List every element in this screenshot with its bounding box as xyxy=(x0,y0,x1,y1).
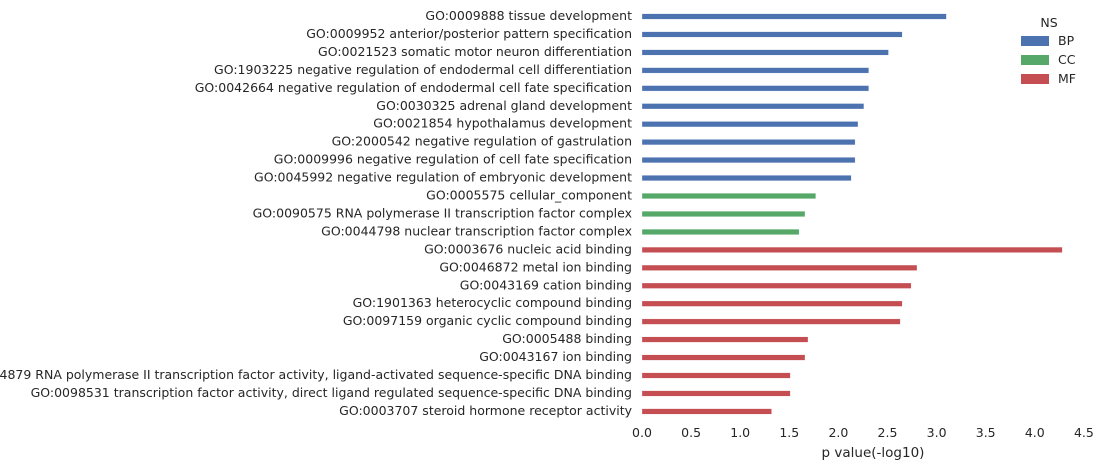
category-label: GO:0009996 negative regulation of cell f… xyxy=(274,152,632,167)
x-tick-label: 1.5 xyxy=(779,425,799,440)
legend-swatch-cc xyxy=(1021,55,1049,65)
category-label: GO:0003676 nucleic acid binding xyxy=(424,241,632,256)
bar-bp xyxy=(641,121,859,128)
category-label: GO:0030325 adrenal gland development xyxy=(376,98,632,113)
bar-bp xyxy=(641,103,865,110)
category-label: GO:1901363 heterocyclic compound binding xyxy=(353,295,632,310)
legend-label-mf: MF xyxy=(1058,71,1076,86)
category-label: GO:0043169 cation binding xyxy=(460,277,632,292)
x-axis-ticks: 0.0 0.5 1.0 1.5 2.0 2.5 3.0 3.5 4.0 4.5 xyxy=(632,425,1094,440)
category-label: GO:0044798 nuclear transcription factor … xyxy=(321,223,632,238)
bar-bp xyxy=(641,31,903,38)
bar-mf xyxy=(641,246,1063,253)
legend-label-bp: BP xyxy=(1058,33,1075,48)
category-label: GO:0043167 ion binding xyxy=(479,349,632,364)
bar-mf xyxy=(641,282,912,289)
category-label: GO:0046872 metal ion binding xyxy=(439,259,632,274)
bar-mf xyxy=(641,390,791,397)
bar-bp xyxy=(641,157,856,164)
x-tick-label: 0.0 xyxy=(632,425,652,440)
bar-bp xyxy=(641,13,947,20)
x-tick-label: 1.0 xyxy=(730,425,750,440)
category-label: GO:0004879 RNA polymerase II transcripti… xyxy=(0,367,632,382)
bar-mf xyxy=(641,408,772,415)
bar-cc xyxy=(641,193,816,199)
category-label: GO:0005575 cellular_component xyxy=(426,188,632,203)
category-labels: GO:0009888 tissue development GO:0009952 … xyxy=(0,8,633,418)
bar-mf xyxy=(641,354,806,361)
category-label: GO:0009888 tissue development xyxy=(425,8,632,23)
bar-mf xyxy=(641,336,809,343)
category-label: GO:0098531 transcription factor activity… xyxy=(31,385,632,400)
category-label: GO:0021523 somatic motor neuron differen… xyxy=(318,44,632,59)
bar-bp xyxy=(641,139,856,146)
x-tick-label: 0.5 xyxy=(681,425,701,440)
category-label: GO:0090575 RNA polymerase II transcripti… xyxy=(253,205,632,220)
legend-swatch-mf xyxy=(1021,74,1049,84)
legend-title: NS xyxy=(1040,15,1057,30)
category-label: GO:0042664 negative regulation of endode… xyxy=(195,80,632,95)
x-tick-label: 3.0 xyxy=(927,425,947,440)
bar-cc xyxy=(641,228,800,235)
category-label: GO:0009952 anterior/posterior pattern sp… xyxy=(306,26,632,41)
x-tick-label: 2.0 xyxy=(828,425,848,440)
bar-mf xyxy=(641,264,918,271)
category-label: GO:1903225 negative regulation of endode… xyxy=(214,62,632,77)
bar-cc xyxy=(641,211,806,217)
bar-mf xyxy=(641,300,903,307)
x-tick-label: 4.5 xyxy=(1074,425,1094,440)
bars xyxy=(641,13,1063,415)
bar-bp xyxy=(641,85,869,92)
category-label: GO:0003707 steroid hormone receptor acti… xyxy=(339,403,632,418)
bar-bp xyxy=(641,67,869,74)
category-label: GO:0045992 negative regulation of embryo… xyxy=(254,170,632,185)
category-label: GO:0097159 organic cyclic compound bindi… xyxy=(343,313,632,328)
x-tick-label: 3.5 xyxy=(976,425,996,440)
legend-swatch-bp xyxy=(1021,36,1049,46)
bar-bp xyxy=(641,49,889,56)
category-label: GO:0021854 hypothalamus development xyxy=(373,116,632,131)
x-tick-label: 2.5 xyxy=(878,425,898,440)
bar-mf xyxy=(641,318,901,325)
x-tick-label: 4.0 xyxy=(1025,425,1045,440)
legend-label-cc: CC xyxy=(1058,52,1076,67)
category-label: GO:0005488 binding xyxy=(502,331,632,346)
x-axis-label: p value(-log10) xyxy=(822,445,925,461)
category-label: GO:2000542 negative regulation of gastru… xyxy=(332,134,632,149)
bar-mf xyxy=(641,372,791,379)
legend: NS BP CC MF xyxy=(1021,15,1076,86)
bar-bp xyxy=(641,175,852,181)
